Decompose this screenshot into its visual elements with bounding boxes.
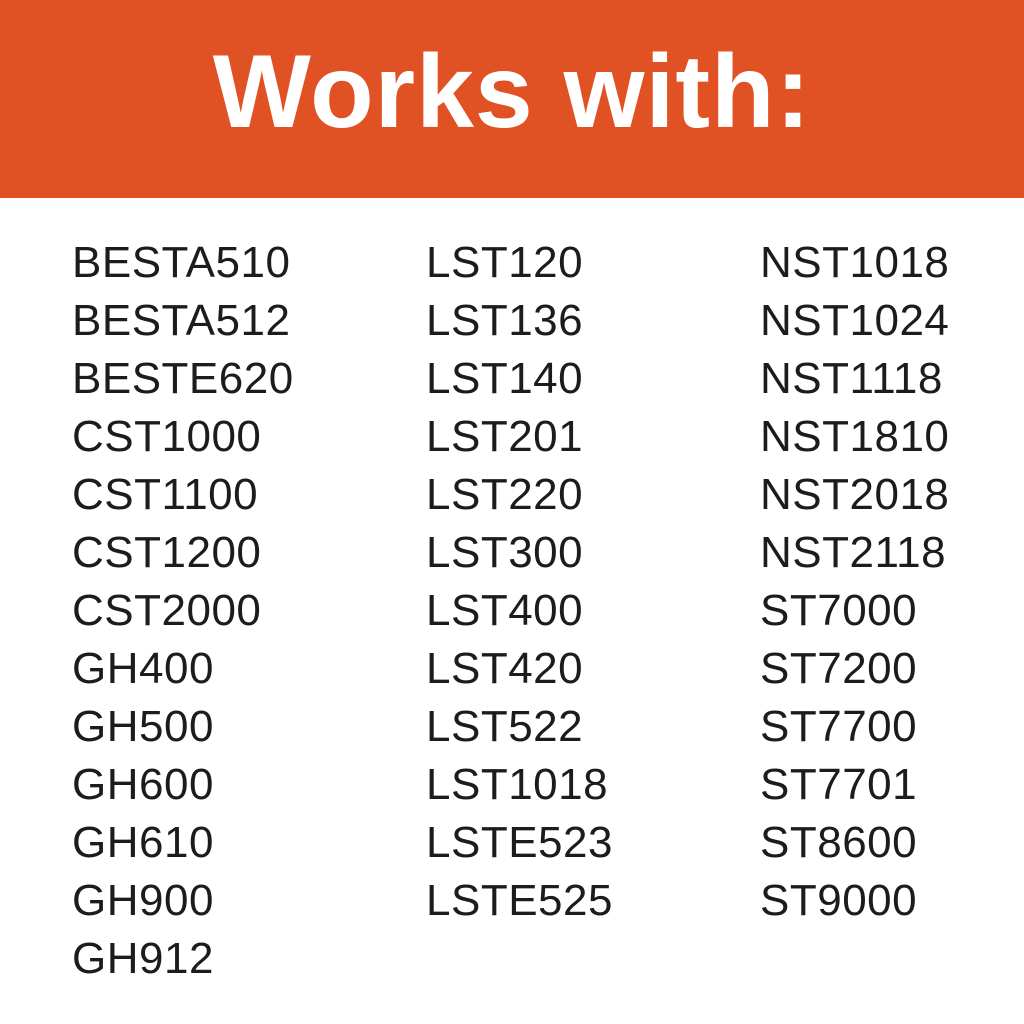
model-list-item: GH600 [72, 760, 214, 809]
model-list-item: LST220 [426, 470, 584, 519]
model-list-item: NST2118 [760, 528, 947, 577]
model-list-item: ST7200 [760, 644, 918, 693]
model-list-item: GH900 [72, 876, 214, 925]
model-column-1: BESTA510 BESTA512 BESTE620 CST1000 CST1100 CS… [72, 234, 294, 988]
model-list-item: NST2018 [760, 470, 950, 519]
model-list-item: ST7000 [760, 586, 918, 635]
model-column-2: LST120 LST136 LST140 LST201 LST220 LST300 LST4… [426, 234, 613, 930]
model-list-item: LSTE523 [426, 818, 613, 867]
model-list-item: LSTE525 [426, 876, 613, 925]
model-list-item: LST1018 [426, 760, 609, 809]
model-list-item: ST9000 [760, 876, 918, 925]
model-list-item: ST7701 [760, 760, 918, 809]
model-list-item: LST300 [426, 528, 584, 577]
model-list-item: NST1118 [760, 354, 943, 403]
model-list-item: ST7700 [760, 702, 918, 751]
header-banner: Works with: [0, 0, 1024, 198]
model-list-item: GH610 [72, 818, 214, 867]
model-list-item: NST1810 [760, 412, 950, 461]
model-list-item: LST120 [426, 238, 584, 287]
model-list-item: GH400 [72, 644, 214, 693]
model-list-item: BESTA510 [72, 238, 291, 287]
model-list-item: LST522 [426, 702, 584, 751]
model-list-item: NST1024 [760, 296, 950, 345]
model-column-3: NST1018 NST1024 NST1118 NST1810 NST2018 NST21… [760, 234, 949, 930]
model-list-item: LST400 [426, 586, 584, 635]
model-list-item: GH912 [72, 934, 214, 983]
model-list-item: CST1200 [72, 528, 262, 577]
page-title: Works with: [212, 33, 812, 150]
model-list-item: ST8600 [760, 818, 918, 867]
model-list-item: LST140 [426, 354, 584, 403]
model-list-item: LST136 [426, 296, 584, 345]
model-list-item: LST201 [426, 412, 584, 461]
model-list-item: CST2000 [72, 586, 262, 635]
model-list-item: GH500 [72, 702, 214, 751]
model-list-item: CST1100 [72, 470, 259, 519]
model-list-item: LST420 [426, 644, 584, 693]
model-list-item: CST1000 [72, 412, 262, 461]
model-list-item: BESTE620 [72, 354, 294, 403]
model-list-item: NST1018 [760, 238, 950, 287]
model-list-item: BESTA512 [72, 296, 291, 345]
